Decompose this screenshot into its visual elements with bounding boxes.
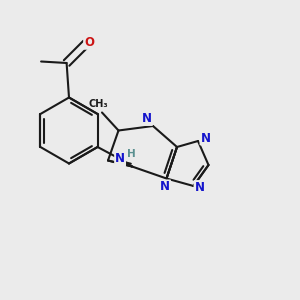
Text: N: N — [200, 131, 211, 145]
Text: CH₃: CH₃ — [88, 99, 108, 109]
Text: H: H — [127, 148, 136, 159]
Text: O: O — [84, 36, 94, 49]
Text: N: N — [160, 180, 170, 194]
Text: N: N — [194, 181, 205, 194]
Text: N: N — [115, 152, 125, 166]
Text: N: N — [142, 112, 152, 125]
